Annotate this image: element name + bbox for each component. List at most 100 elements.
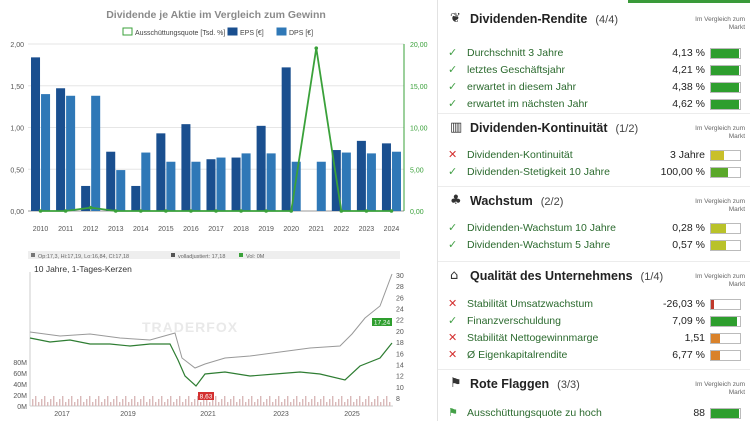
volume-bar	[182, 402, 184, 406]
volume-bar	[257, 399, 259, 406]
x-tick-2023: 2023	[273, 411, 289, 418]
volume-bar	[371, 402, 373, 406]
volume-bar	[119, 402, 121, 406]
volume-bar	[260, 396, 262, 406]
metric-row[interactable]: ✕ Stabilität Nettogewinnmarge 1,51	[438, 330, 750, 347]
metric-label: Dividenden-Wachstum 10 Jahre	[467, 222, 617, 234]
volume-bar	[179, 396, 181, 406]
volume-bar	[239, 399, 241, 406]
legend-label-2: DPS [€]	[289, 30, 313, 37]
volume-bar	[278, 396, 280, 406]
bar-dps-2013	[116, 170, 126, 211]
section-header[interactable]: ♣ Wachstum (2/2) Im Vergleich zum Markt	[438, 190, 750, 216]
volume-bar	[74, 402, 76, 406]
price-tick-10: 10	[396, 385, 404, 392]
bar-eps-2019	[256, 125, 266, 211]
market-comparison-bar	[710, 316, 741, 327]
market-comparison-bar	[710, 99, 741, 110]
bar-dps-2020	[291, 161, 301, 211]
bar-dps-2016	[191, 161, 201, 211]
volume-bar	[152, 396, 154, 406]
section-header[interactable]: ▥ Dividenden-Kontinuität (1/2) Im Vergleich…	[438, 117, 750, 143]
header-text-0: Op:17,3, Hi:17,19, Lo:16,84, Cl:17,18	[38, 254, 129, 260]
metric-label: erwartet im nächsten Jahr	[467, 98, 588, 110]
section-score: (1/2)	[615, 123, 639, 135]
volume-bar	[164, 402, 166, 406]
bar-dps-2021	[316, 161, 326, 211]
payout-point-2015	[164, 209, 168, 213]
dividend-vs-earnings-chart: Dividende je Aktie im Vergleich zum Gewi…	[0, 0, 432, 240]
volume-bar	[224, 396, 226, 406]
volume-bar	[185, 399, 187, 406]
metric-row[interactable]: ✓ erwartet in diesem Jahr 4,38 %	[438, 79, 750, 96]
metric-value: 7,09 %	[672, 315, 705, 327]
x-tick-2012: 2012	[83, 226, 99, 233]
market-comparison-bar-fill	[711, 66, 739, 75]
bar-dps-2015	[166, 161, 176, 211]
price-line	[29, 337, 393, 387]
bar-eps-2015	[156, 133, 166, 211]
metric-row[interactable]: ⚑ Ausschüttungsquote zu hoch 88	[438, 405, 750, 421]
market-comparison-bar	[710, 82, 741, 93]
volume-bar	[131, 399, 133, 406]
metric-row[interactable]: ✕ Stabilität Umsatzwachstum -26,03 %	[438, 296, 750, 313]
dividend-chart-svg: Dividende je Aktie im Vergleich zum Gewi…	[10, 9, 427, 233]
volume-bar	[230, 399, 232, 406]
metric-row[interactable]: ✓ erwartet im nächsten Jahr 4,62 %	[438, 96, 750, 113]
section-header[interactable]: ❦ Dividenden-Rendite (4/4) Im Vergleich zum…	[438, 8, 750, 34]
volume-bar	[59, 399, 61, 406]
volume-bar	[35, 396, 37, 406]
metric-label: Durchschnitt 3 Jahre	[467, 47, 564, 59]
x-tick-2011: 2011	[58, 226, 73, 233]
section-score: (2/2)	[540, 196, 564, 208]
volume-bar	[62, 396, 64, 406]
section-divider	[438, 113, 750, 114]
flag-icon: ⚑	[450, 376, 462, 391]
market-comparison-bar-fill	[711, 351, 720, 360]
market-comparison-bar	[710, 333, 741, 344]
x-tick-2022: 2022	[334, 226, 350, 233]
metric-row[interactable]: ✕ Ø Eigenkapitalrendite 6,77 %	[438, 347, 750, 364]
payout-point-2021	[314, 46, 319, 50]
section-header[interactable]: ⌂ Qualität des Unternehmens (1/4) Im Vergle…	[438, 265, 750, 291]
volume-bar	[341, 396, 343, 406]
volume-bar	[266, 399, 268, 406]
volume-bar	[314, 396, 316, 406]
active-tab-indicator	[628, 0, 750, 3]
volume-bar	[134, 396, 136, 406]
metric-label: Ø Eigenkapitalrendite	[467, 349, 568, 361]
volume-bar	[77, 399, 79, 406]
x-tick-2013: 2013	[108, 226, 124, 233]
low-price-badge	[198, 392, 214, 400]
bar-eps-2012	[81, 185, 91, 211]
x-tick-2019: 2019	[120, 411, 136, 418]
section-header[interactable]: ⚑ Rote Flaggen (3/3) Im Vergleich zum Markt	[438, 373, 750, 399]
metric-label: Finanzverschuldung	[467, 315, 561, 327]
bar-dps-2012	[91, 95, 101, 211]
market-comparison-bar-fill	[711, 224, 726, 233]
header-text-2: Vol: 0M	[246, 254, 265, 260]
bar-eps-2016	[181, 124, 191, 211]
metric-row[interactable]: ✓ Durchschnitt 3 Jahre 4,13 %	[438, 45, 750, 62]
volume-bar	[167, 399, 169, 406]
market-comparison-bar-fill	[711, 168, 728, 177]
bar-dps-2024	[391, 151, 401, 211]
volume-bar	[305, 396, 307, 406]
metric-row[interactable]: ✓ letztes Geschäftsjahr 4,21 %	[438, 62, 750, 79]
metric-row[interactable]: ✓ Dividenden-Wachstum 10 Jahre 0,28 %	[438, 220, 750, 237]
volume-bar	[104, 399, 106, 406]
metric-row[interactable]: ✓ Finanzverschuldung 7,09 %	[438, 313, 750, 330]
market-comparison-bar	[710, 48, 741, 59]
volume-bar	[143, 396, 145, 406]
market-comparison-bar-fill	[711, 100, 739, 109]
last-price-badge	[372, 318, 392, 326]
price-tick-28: 28	[396, 284, 404, 291]
metric-row[interactable]: ✓ Dividenden-Wachstum 5 Jahre 0,57 %	[438, 237, 750, 254]
volume-bar	[356, 399, 358, 406]
volume-bar	[368, 396, 370, 406]
metric-row[interactable]: ✓ Dividenden-Stetigkeit 10 Jahre 100,00 %	[438, 164, 750, 181]
metric-row[interactable]: ✕ Dividenden-Kontinuität 3 Jahre	[438, 147, 750, 164]
metric-label: letztes Geschäftsjahr	[467, 64, 566, 76]
section-title: Dividenden-Rendite (4/4)	[470, 12, 618, 26]
metric-label: Dividenden-Kontinuität	[467, 149, 573, 161]
